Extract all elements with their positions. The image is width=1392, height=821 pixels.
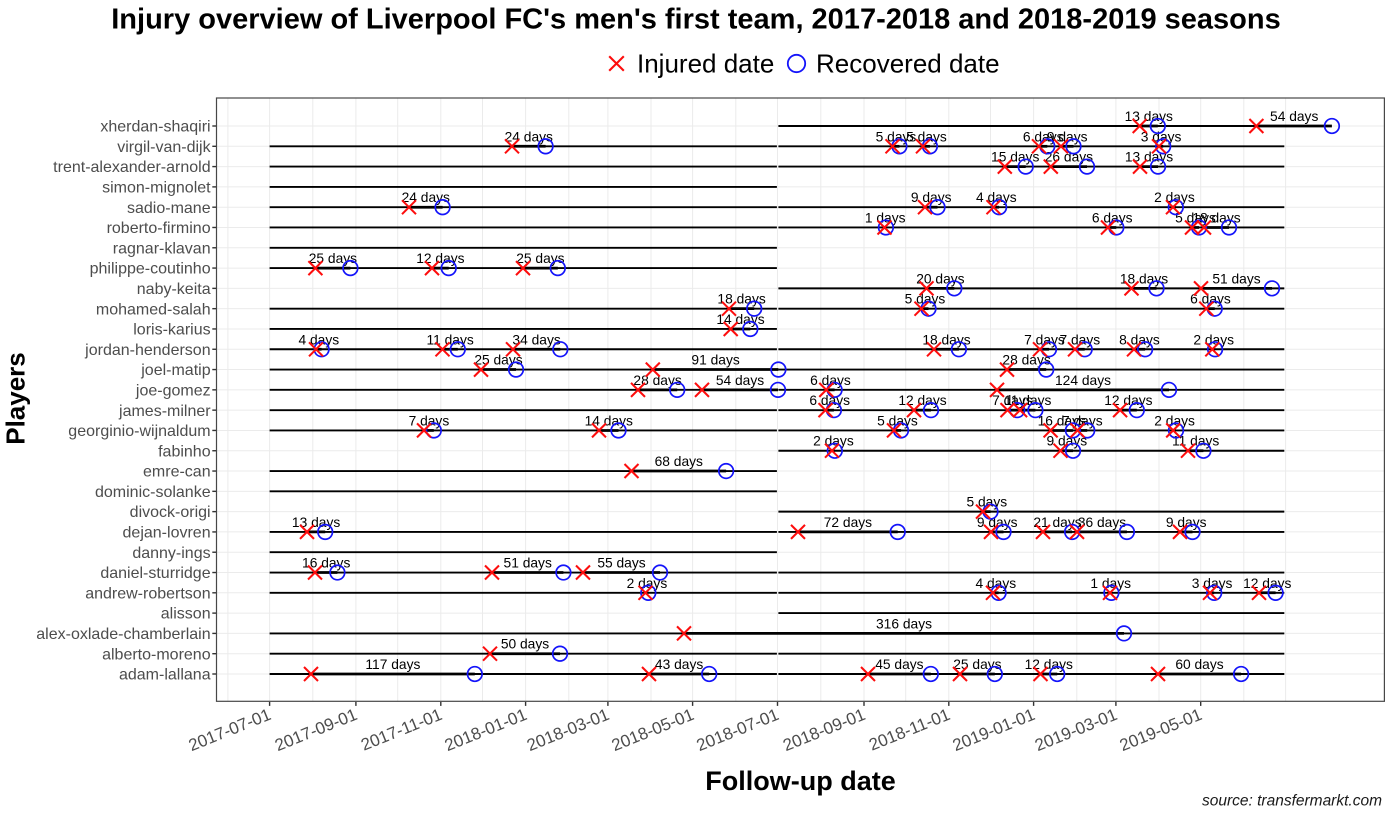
svg-text:25 days: 25 days: [474, 353, 522, 368]
svg-text:Recovered date: Recovered date: [816, 49, 1000, 79]
svg-text:3 days: 3 days: [1192, 576, 1233, 591]
svg-text:1 days: 1 days: [865, 210, 906, 225]
svg-text:25 days: 25 days: [309, 251, 357, 266]
svg-text:fabinho: fabinho: [158, 443, 211, 460]
svg-text:316 days: 316 days: [876, 616, 932, 631]
svg-text:34 days: 34 days: [512, 332, 560, 347]
svg-text:alisson: alisson: [161, 606, 211, 623]
svg-text:loris-karius: loris-karius: [133, 322, 210, 339]
svg-text:11 days: 11 days: [426, 332, 473, 347]
svg-text:68 days: 68 days: [655, 454, 703, 469]
svg-text:jordan-henderson: jordan-henderson: [84, 342, 210, 359]
svg-text:72 days: 72 days: [824, 515, 872, 530]
svg-text:55 days: 55 days: [597, 556, 645, 571]
svg-text:andrew-robertson: andrew-robertson: [85, 585, 210, 602]
svg-text:1 days: 1 days: [1090, 576, 1131, 591]
svg-text:xherdan-shaqiri: xherdan-shaqiri: [100, 119, 210, 136]
svg-text:28 days: 28 days: [633, 373, 681, 388]
svg-text:12 days: 12 days: [416, 251, 464, 266]
svg-text:source: transfermarkt.com: source: transfermarkt.com: [1202, 793, 1382, 810]
svg-text:24 days: 24 days: [402, 190, 450, 205]
svg-text:91 days: 91 days: [691, 353, 739, 368]
svg-text:18 days: 18 days: [717, 292, 765, 307]
svg-text:4 days: 4 days: [298, 332, 339, 347]
svg-text:Injured date: Injured date: [637, 49, 774, 79]
svg-text:divock-origi: divock-origi: [130, 504, 211, 521]
svg-text:dejan-lovren: dejan-lovren: [123, 525, 211, 542]
svg-text:13 days: 13 days: [1125, 150, 1173, 165]
svg-text:Follow-up date: Follow-up date: [705, 766, 895, 796]
svg-text:Players: Players: [1, 352, 31, 445]
svg-text:43 days: 43 days: [655, 657, 703, 672]
svg-text:4 days: 4 days: [976, 190, 1017, 205]
svg-text:16 days: 16 days: [1038, 413, 1086, 428]
svg-text:13 days: 13 days: [1125, 109, 1173, 124]
svg-text:2 days: 2 days: [627, 576, 668, 591]
svg-text:emre-can: emre-can: [143, 464, 211, 481]
svg-text:georginio-wijnaldum: georginio-wijnaldum: [68, 423, 210, 440]
svg-text:25 days: 25 days: [516, 251, 564, 266]
svg-text:12 days: 12 days: [898, 393, 946, 408]
svg-text:18 days: 18 days: [922, 332, 970, 347]
svg-text:Injury overview of Liverpool F: Injury overview of Liverpool FC's men's …: [111, 4, 1280, 36]
svg-text:24 days: 24 days: [505, 129, 553, 144]
svg-text:alex-oxlade-chamberlain: alex-oxlade-chamberlain: [36, 626, 210, 643]
svg-text:18 days: 18 days: [1120, 271, 1168, 286]
svg-text:2 days: 2 days: [1193, 332, 1234, 347]
svg-text:50 days: 50 days: [501, 637, 549, 652]
svg-text:sadio-mane: sadio-mane: [127, 200, 211, 217]
svg-text:4 days: 4 days: [975, 576, 1016, 591]
svg-text:54 days: 54 days: [1270, 109, 1318, 124]
svg-text:51 days: 51 days: [504, 556, 552, 571]
svg-text:roberto-firmino: roberto-firmino: [107, 220, 211, 237]
svg-text:joe-gomez: joe-gomez: [135, 382, 211, 399]
svg-text:trent-alexander-arnold: trent-alexander-arnold: [53, 159, 210, 176]
svg-text:simon-mignolet: simon-mignolet: [102, 179, 211, 196]
svg-text:philippe-coutinho: philippe-coutinho: [90, 261, 211, 278]
svg-text:joel-matip: joel-matip: [140, 362, 210, 379]
svg-text:36 days: 36 days: [1078, 515, 1126, 530]
svg-text:13 days: 13 days: [292, 515, 340, 530]
svg-text:54 days: 54 days: [716, 373, 764, 388]
svg-text:danny-ings: danny-ings: [132, 545, 210, 562]
svg-text:12 days: 12 days: [1025, 657, 1073, 672]
svg-text:20 days: 20 days: [916, 271, 964, 286]
svg-text:16 days: 16 days: [302, 556, 350, 571]
svg-text:virgil-van-dijk: virgil-van-dijk: [117, 139, 211, 156]
svg-text:45 days: 45 days: [875, 657, 923, 672]
svg-text:124 days: 124 days: [1055, 373, 1111, 388]
svg-text:25 days: 25 days: [953, 657, 1001, 672]
svg-text:mohamed-salah: mohamed-salah: [96, 301, 211, 318]
svg-text:daniel-sturridge: daniel-sturridge: [100, 565, 210, 582]
svg-text:28 days: 28 days: [1002, 353, 1050, 368]
svg-text:12 days: 12 days: [1104, 393, 1152, 408]
svg-text:60 days: 60 days: [1175, 657, 1223, 672]
svg-text:2 days: 2 days: [1154, 413, 1195, 428]
svg-text:adam-lallana: adam-lallana: [119, 667, 211, 684]
svg-text:51 days: 51 days: [1212, 271, 1260, 286]
svg-text:15 days: 15 days: [991, 150, 1039, 165]
svg-text:2 days: 2 days: [813, 434, 854, 449]
svg-text:alberto-moreno: alberto-moreno: [102, 646, 211, 663]
svg-text:21 days: 21 days: [1033, 515, 1081, 530]
svg-text:ragnar-klavan: ragnar-klavan: [113, 240, 211, 257]
svg-text:james-milner: james-milner: [118, 403, 211, 420]
svg-text:naby-keita: naby-keita: [137, 281, 211, 298]
svg-text:117 days: 117 days: [365, 657, 420, 672]
svg-text:12 days: 12 days: [1243, 576, 1291, 591]
svg-text:14 days: 14 days: [585, 413, 633, 428]
svg-text:2 days: 2 days: [1154, 190, 1195, 205]
svg-text:3 days: 3 days: [1141, 129, 1182, 144]
svg-text:dominic-solanke: dominic-solanke: [95, 484, 211, 501]
